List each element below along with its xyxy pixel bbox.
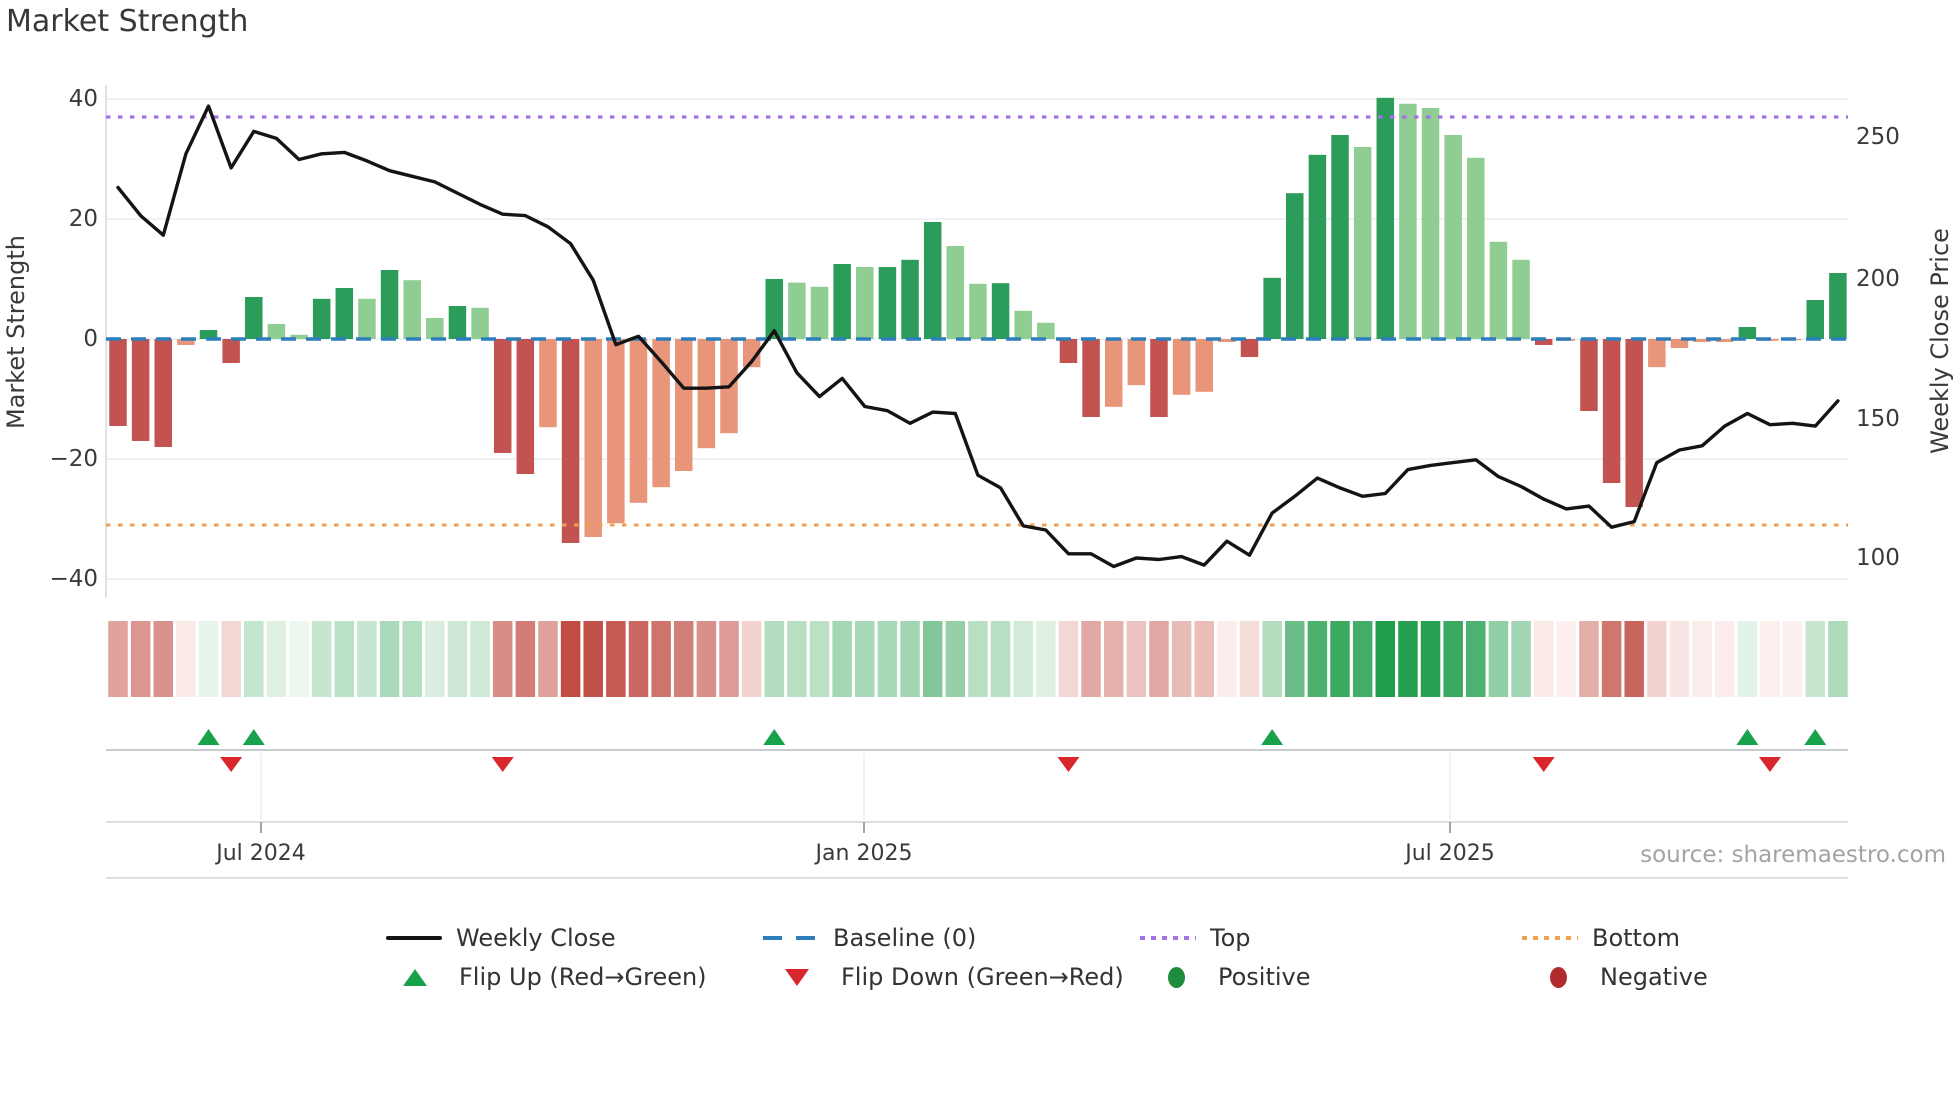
flip-down-triangle-icon bbox=[785, 968, 809, 986]
baseline-dash-swatch-icon bbox=[763, 936, 819, 940]
left-axis-title: Market Strength bbox=[2, 235, 30, 429]
flip-markers-strip bbox=[106, 729, 1848, 820]
legend-label: Flip Up (Red→Green) bbox=[459, 963, 707, 991]
weekly-close-line bbox=[116, 104, 1840, 569]
legend-label: Top bbox=[1210, 924, 1251, 952]
legend-item-flip-down: Flip Down (Green→Red) bbox=[785, 962, 1124, 992]
legend-item-baseline: Baseline (0) bbox=[763, 923, 976, 953]
legend-label: Weekly Close bbox=[456, 924, 616, 952]
left-tick-0: 0 bbox=[83, 326, 98, 352]
right-tick-250: 250 bbox=[1856, 124, 1900, 150]
x-tick-jan-2025: Jan 2025 bbox=[815, 841, 913, 866]
legend-item-bottom: Bottom bbox=[1522, 923, 1680, 953]
left-tick-neg20: −20 bbox=[49, 446, 98, 472]
legend-label: Positive bbox=[1218, 963, 1311, 991]
page-title: Market Strength bbox=[6, 4, 249, 39]
legend-label: Baseline (0) bbox=[833, 924, 977, 952]
weekly-close-line-swatch-icon bbox=[386, 936, 442, 940]
negative-circle-icon bbox=[1550, 966, 1567, 988]
source-credit: source: sharemaestro.com bbox=[1640, 842, 1946, 868]
left-tick-20: 20 bbox=[68, 206, 98, 232]
positive-circle-icon bbox=[1168, 966, 1185, 988]
legend-item-positive: Positive bbox=[1168, 962, 1311, 992]
right-tick-100: 100 bbox=[1856, 545, 1900, 571]
strength-bars-layer bbox=[109, 97, 1847, 543]
bottom-dotted-swatch-icon bbox=[1522, 936, 1578, 940]
strength-heatmap-strip bbox=[108, 621, 1848, 697]
legend-label: Bottom bbox=[1592, 924, 1681, 952]
x-tick-jul-2024: Jul 2024 bbox=[216, 841, 306, 866]
legend-label: Negative bbox=[1600, 963, 1708, 991]
legend-label: Flip Down (Green→Red) bbox=[841, 963, 1124, 991]
legend-item-flip-up: Flip Up (Red→Green) bbox=[403, 962, 707, 992]
threshold-lines-layer bbox=[106, 115, 1848, 527]
left-tick-40: 40 bbox=[68, 86, 98, 112]
x-tick-jul-2025: Jul 2025 bbox=[1405, 841, 1495, 866]
x-axis-layer bbox=[106, 821, 1848, 879]
legend-item-top: Top bbox=[1140, 923, 1251, 953]
right-axis-title: Weekly Close Price bbox=[1926, 228, 1954, 454]
flip-up-triangle-icon bbox=[403, 968, 427, 986]
right-tick-200: 200 bbox=[1856, 266, 1900, 292]
left-tick-neg40: −40 bbox=[49, 566, 98, 592]
right-tick-150: 150 bbox=[1856, 406, 1900, 432]
legend-item-negative: Negative bbox=[1550, 962, 1708, 992]
legend-item-weekly-close: Weekly Close bbox=[386, 923, 616, 953]
top-dotted-swatch-icon bbox=[1140, 936, 1196, 940]
